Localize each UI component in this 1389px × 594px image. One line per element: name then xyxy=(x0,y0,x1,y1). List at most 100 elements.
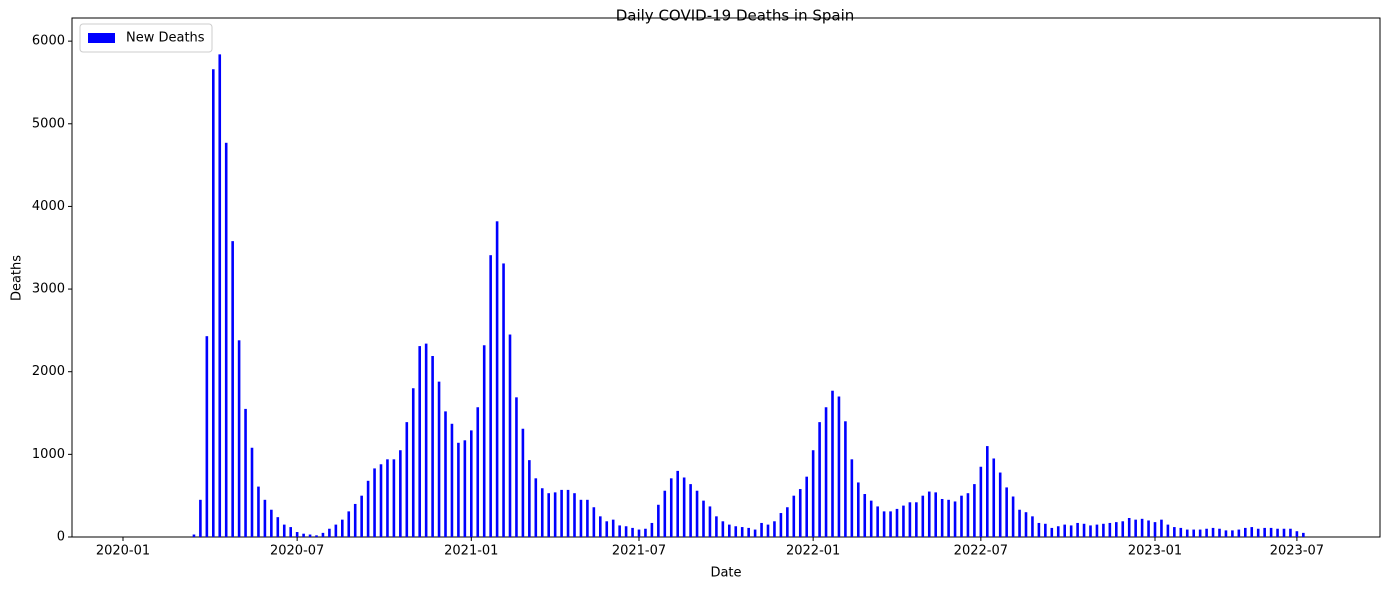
bar xyxy=(1095,524,1099,537)
bar xyxy=(1056,526,1060,537)
bar xyxy=(831,390,834,537)
bar xyxy=(244,408,247,537)
bar xyxy=(915,502,918,537)
bar xyxy=(1134,519,1137,537)
bar xyxy=(1102,523,1105,537)
bar xyxy=(1263,527,1266,537)
bar xyxy=(998,472,1002,537)
x-tick-label: 2021-01 xyxy=(444,544,498,559)
bar xyxy=(889,511,892,537)
bar xyxy=(1192,529,1195,537)
bar xyxy=(1295,531,1299,537)
bar xyxy=(1211,527,1215,537)
bar xyxy=(682,477,686,537)
bar xyxy=(276,517,280,537)
bar xyxy=(328,528,331,537)
bar xyxy=(934,492,937,537)
bar xyxy=(592,507,596,537)
bar xyxy=(863,494,867,537)
bar xyxy=(495,221,499,537)
bar xyxy=(263,499,267,537)
bar xyxy=(1076,522,1079,537)
bar xyxy=(947,499,950,537)
y-tick-label: 0 xyxy=(57,530,65,545)
bar xyxy=(431,356,434,537)
y-tick-label: 6000 xyxy=(32,34,65,49)
legend-swatch xyxy=(88,33,115,43)
legend-box xyxy=(79,23,213,53)
bar xyxy=(1269,527,1273,537)
bar xyxy=(1289,528,1292,537)
bar xyxy=(347,511,351,537)
bar xyxy=(1173,527,1176,537)
bar xyxy=(1244,527,1247,537)
bar xyxy=(1089,525,1092,537)
bar xyxy=(650,522,654,537)
bar xyxy=(560,489,563,537)
bar xyxy=(1127,517,1131,537)
bar xyxy=(418,346,421,537)
x-tick-label: 2020-01 xyxy=(96,544,150,559)
bar xyxy=(669,478,673,537)
bar xyxy=(740,527,744,537)
bar xyxy=(1024,512,1028,537)
bar xyxy=(1063,524,1066,537)
bar xyxy=(1256,528,1260,537)
bar xyxy=(424,343,428,537)
bar xyxy=(566,489,570,537)
bar xyxy=(553,492,557,537)
bar xyxy=(637,529,641,537)
bar xyxy=(353,503,357,537)
bar xyxy=(1115,522,1118,537)
bar xyxy=(1198,529,1202,537)
bar xyxy=(547,493,550,537)
bar xyxy=(1160,519,1163,537)
bar xyxy=(257,486,260,537)
bar xyxy=(805,476,808,537)
bar xyxy=(721,521,725,537)
x-tick-label: 2023-01 xyxy=(1128,544,1182,559)
bar xyxy=(302,533,305,537)
bar xyxy=(1140,518,1144,537)
plot-frame xyxy=(71,17,1381,538)
bar xyxy=(489,255,492,537)
bar xyxy=(624,526,628,537)
x-tick-label: 2022-07 xyxy=(954,544,1008,559)
bar xyxy=(1302,532,1305,537)
bar xyxy=(902,505,905,537)
bar xyxy=(882,511,886,537)
bar xyxy=(366,480,370,537)
bar xyxy=(444,411,447,537)
bar xyxy=(973,484,976,537)
bar xyxy=(1037,522,1041,537)
bar xyxy=(1121,521,1125,537)
bar xyxy=(373,468,376,537)
bar xyxy=(1153,522,1157,537)
bar xyxy=(586,499,589,537)
bar xyxy=(521,428,525,537)
bar xyxy=(966,493,970,537)
bar xyxy=(231,241,234,537)
bar xyxy=(986,446,989,537)
bar xyxy=(1231,530,1234,537)
bar xyxy=(702,500,705,537)
bar xyxy=(921,495,925,537)
bar xyxy=(992,458,996,537)
bar xyxy=(895,508,899,537)
bar xyxy=(218,54,222,537)
bar xyxy=(470,430,473,537)
bar xyxy=(1237,529,1241,537)
bar xyxy=(515,397,518,537)
x-tick-label: 2021-07 xyxy=(612,544,666,559)
y-tick-label: 4000 xyxy=(32,199,65,214)
bar xyxy=(224,142,228,538)
bar xyxy=(270,509,273,537)
bar xyxy=(876,506,879,537)
x-axis-label: Date xyxy=(710,566,741,581)
bar xyxy=(1276,528,1279,537)
bar xyxy=(341,519,344,537)
bar xyxy=(482,345,486,537)
bar xyxy=(250,447,254,537)
bar xyxy=(205,336,209,537)
